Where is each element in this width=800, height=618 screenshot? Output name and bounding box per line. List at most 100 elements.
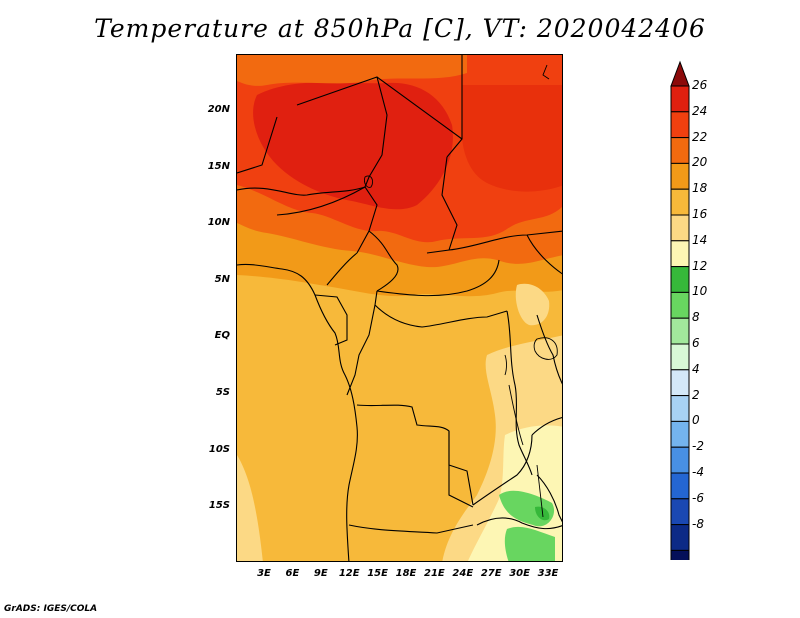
lake-malawi: [536, 464, 544, 518]
border-angola-zambia: [448, 431, 474, 508]
colorbar-label: -2: [692, 439, 704, 454]
colorbar-label: 22: [692, 129, 708, 144]
field-green-patch-2: [504, 526, 555, 561]
lat-label: EQ: [214, 330, 230, 342]
atlantic-coastline: [237, 263, 358, 561]
border-car-drc: [374, 290, 508, 328]
lon-label: 27E: [480, 568, 502, 579]
border-sudan-ssudan: [448, 230, 562, 251]
border-drc-congo: [346, 304, 376, 396]
lat-label: 20N: [207, 104, 230, 115]
field-east-hot: [461, 85, 562, 192]
lakes: [364, 64, 558, 518]
border-drc-angola: [356, 404, 474, 506]
colorbar-label: 10: [692, 284, 708, 299]
colorbar-label: -8: [692, 516, 704, 531]
colorbar-segment: [670, 85, 690, 113]
colorbar-segment: [670, 472, 690, 500]
country-borders: [237, 55, 562, 561]
colorbar-segment: [670, 317, 690, 345]
colorbar-label: 4: [692, 361, 700, 376]
border-mozambique: [536, 474, 562, 523]
lon-label: 21E: [424, 568, 445, 579]
lon-label: 6E: [285, 568, 300, 579]
border-gabon: [314, 294, 348, 346]
lon-label: 3E: [257, 568, 271, 579]
colorbar-segment: [670, 369, 690, 397]
border-mali-niger: [237, 116, 278, 174]
colorbar-segment: [670, 524, 690, 551]
colorbar-label: -4: [692, 465, 704, 479]
border-nigeria-north: [276, 186, 378, 254]
border-burkina: [237, 186, 366, 196]
colorbar-segment: [670, 137, 690, 164]
border-cameroon-chad: [368, 230, 399, 292]
field-lakes-region: [515, 283, 550, 326]
lat-label: 5S: [215, 387, 230, 398]
colorbar-label: -6: [692, 490, 704, 505]
border-zimbabwe: [476, 517, 562, 530]
lon-label: 12E: [338, 568, 360, 579]
colorbar: [670, 60, 690, 560]
colorbar-label: 6: [692, 336, 700, 350]
lat-label: 10N: [207, 217, 230, 229]
colorbar-top-arrow: [670, 60, 690, 87]
colorbar-segment: [670, 343, 690, 371]
temperature-map: [237, 55, 562, 561]
colorbar-label: 26: [692, 78, 708, 92]
lat-label: 15S: [208, 500, 230, 512]
colorbar-segment: [670, 111, 690, 139]
colorbar-segment: [670, 214, 690, 242]
colorbar-label: 16: [692, 207, 708, 221]
lon-label: 24E: [452, 568, 474, 579]
lake-chad: [364, 175, 374, 188]
colorbar-label: 12: [692, 258, 708, 273]
field-southwest-cool: [237, 455, 263, 561]
lon-label: 9E: [313, 568, 328, 579]
colorbar-segment: [670, 395, 690, 422]
colorbar-label: 8: [692, 310, 700, 325]
colorbar-segment: [670, 446, 690, 474]
colorbar-segment: [670, 188, 690, 216]
colorbar-segment: [670, 549, 690, 560]
border-chad-sudan: [426, 156, 458, 254]
colorbar-segment: [670, 498, 690, 526]
field-north-cool: [237, 55, 467, 86]
map-plot-area: [236, 54, 563, 562]
colorbar-segment: [670, 266, 690, 293]
lon-label: 15E: [367, 568, 388, 579]
lon-label: 33E: [537, 568, 559, 579]
lat-label: 10S: [208, 443, 230, 455]
colorbar-label: 14: [692, 232, 708, 247]
colorbar-segment: [670, 291, 690, 319]
border-niger-chad: [364, 76, 388, 188]
lon-label: 30E: [509, 568, 530, 579]
lake-turkana: [542, 64, 550, 80]
colorbar-label: 20: [692, 155, 708, 170]
border-drc-east: [506, 310, 533, 476]
footer-credit: GrADS: IGES/COLA: [4, 604, 98, 614]
border-car: [376, 259, 500, 297]
border-tanzania: [531, 416, 562, 436]
colorbar-label: 24: [692, 103, 708, 118]
lon-label: 18E: [395, 568, 417, 579]
colorbar-segment: [670, 420, 690, 448]
lat-label: 5N: [214, 273, 230, 285]
colorbar-segment: [670, 162, 690, 190]
chart-title: Temperature at 850hPa [C], VT: 202004240…: [94, 14, 706, 43]
border-namibia: [348, 524, 474, 534]
field-26-plus: [253, 82, 453, 210]
border-nigeria-cameroon: [326, 252, 358, 286]
lake-tanganyika: [508, 384, 524, 446]
lake-victoria: [533, 337, 558, 360]
border-libya-chad: [446, 55, 463, 158]
border-zambia: [472, 434, 533, 506]
colorbar-segment: [670, 240, 690, 268]
border-ethiopia: [526, 234, 562, 275]
lat-label: 15N: [207, 160, 230, 172]
colorbar-label: 18: [692, 181, 708, 196]
lake-kivu: [504, 354, 507, 376]
colorbar-label: 0: [692, 413, 700, 428]
border-kenya-uganda: [536, 314, 562, 385]
colorbar-label: 2: [692, 387, 700, 402]
